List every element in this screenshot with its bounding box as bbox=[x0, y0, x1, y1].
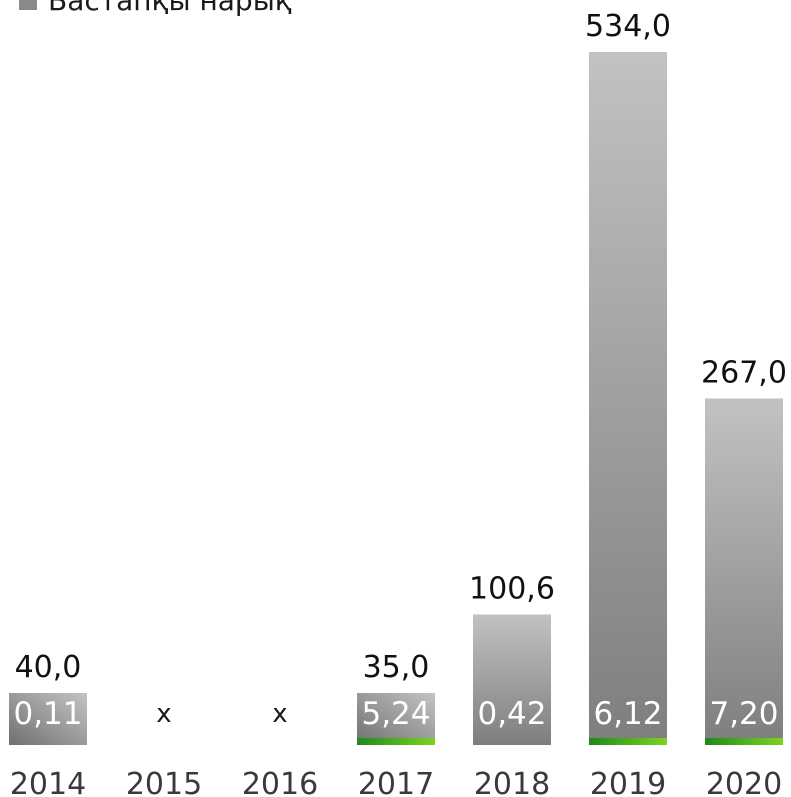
bar-2017 bbox=[357, 693, 435, 745]
bar-accent-2019 bbox=[589, 738, 667, 745]
bar-inner-value-label: 0,11 bbox=[13, 696, 82, 732]
legend-label: Бастапқы нарық bbox=[48, 0, 292, 17]
x-tick-label: 2017 bbox=[358, 767, 434, 797]
bar-inner-value-label: 0,42 bbox=[477, 696, 546, 732]
x-tick-label: 2018 bbox=[474, 767, 550, 797]
x-tick-label: 2020 bbox=[706, 767, 782, 797]
x-tick-label: 2016 bbox=[242, 767, 318, 797]
x-tick-label: 2015 bbox=[126, 767, 202, 797]
bars-group: 2014 40,0 0,11 2015 x 2016 x 2017 35,0 5,24 2018 10… bbox=[9, 9, 787, 797]
bar-inner-value-label: 6,12 bbox=[593, 696, 662, 732]
bar-value-label: 40,0 bbox=[15, 650, 82, 685]
bar-value-label: 100,6 bbox=[469, 571, 555, 606]
bar-value-label: 267,0 bbox=[701, 356, 787, 391]
bar-accent-2017 bbox=[357, 738, 435, 745]
bar-2019 bbox=[589, 52, 667, 745]
bar-value-label: 35,0 bbox=[363, 650, 430, 685]
bar-2018 bbox=[473, 614, 551, 745]
x-tick-label: 2014 bbox=[10, 767, 86, 797]
bar-accent-2020 bbox=[705, 738, 783, 745]
no-data-label: x bbox=[156, 699, 171, 729]
no-data-label: x bbox=[272, 699, 287, 729]
legend-swatch bbox=[19, 0, 37, 10]
bar-inner-value-label: 5,24 bbox=[361, 696, 430, 732]
bar-2020 bbox=[705, 398, 783, 745]
bar-2014 bbox=[9, 693, 87, 745]
legend: Бастапқы нарық bbox=[19, 0, 292, 17]
bar-inner-value-label: 7,20 bbox=[709, 696, 778, 732]
bar-value-label: 534,0 bbox=[585, 9, 671, 44]
x-tick-label: 2019 bbox=[590, 767, 666, 797]
